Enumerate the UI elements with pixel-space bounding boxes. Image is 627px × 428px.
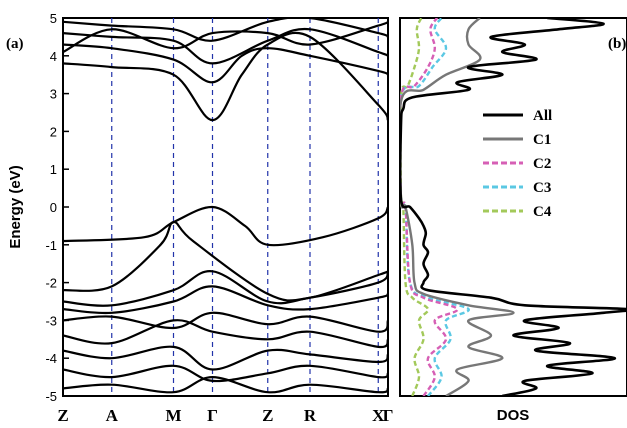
y-tick-label: 4 [50,49,57,64]
kpoint-divider-lines [111,18,379,396]
kpoint-label: Γ [207,406,218,425]
band-line [63,319,388,349]
dos-curve-c3 [400,18,470,396]
dos-panel: (b) DOS All C1 C2 C3 C4 [399,17,627,424]
band-line [63,27,388,65]
band-line [63,345,388,371]
y-tick-label: 2 [50,124,57,139]
y-tick-label: 1 [50,162,57,177]
legend-label-c2: C2 [533,156,551,172]
band-line [63,20,388,53]
band-line [63,43,388,84]
y-tick-label: -5 [45,389,57,404]
band-line [63,285,388,315]
band-line [63,221,388,302]
kpoint-labels: Z A M Γ Z R XΓ [57,406,393,425]
kpoint-label: A [106,406,119,425]
kpoint-label: R [304,406,317,425]
band-line [63,375,388,394]
dos-curve-c1 [400,18,515,396]
band-line [63,270,388,307]
y-tick-label: -2 [45,276,57,291]
dos-curve-c4 [400,18,430,396]
kpoint-label: X [372,406,385,425]
y-tick-label: 5 [50,11,57,26]
y-tick-label: -3 [45,313,57,328]
kpoint-label: Γ [383,406,394,425]
panel-label-b: (b) [608,36,626,52]
x-axis-label-dos: DOS [497,407,530,424]
kpoint-label: Z [57,406,68,425]
y-tick-label: -1 [45,238,57,253]
band-line [63,311,388,333]
band-line [63,205,388,247]
dos-curve-all [400,18,627,396]
kpoint-label: Z [262,406,273,425]
y-tick-label: -4 [45,351,57,366]
y-tick-label: 3 [50,87,57,102]
energy-axis-ticks: 5 4 3 2 1 0 -1 -2 -3 -4 -5 [45,11,69,404]
y-tick-label: 0 [50,200,57,215]
band-line [63,364,388,383]
panel-label-a: (a) [6,36,24,52]
y-axis-label: Energy (eV) [7,165,24,248]
legend-label-c1: C1 [533,132,551,148]
band-line [63,31,388,122]
band-curves [63,18,388,394]
legend-label-all: All [533,108,552,124]
kpoint-label: M [165,406,181,425]
legend-label-c3: C3 [533,180,551,196]
dos-curve-c2 [400,18,459,396]
dos-curves [400,18,627,396]
dos-plot-frame [399,17,627,397]
legend-label-c4: C4 [533,204,552,220]
dos-legend: All C1 C2 C3 C4 [483,108,552,220]
